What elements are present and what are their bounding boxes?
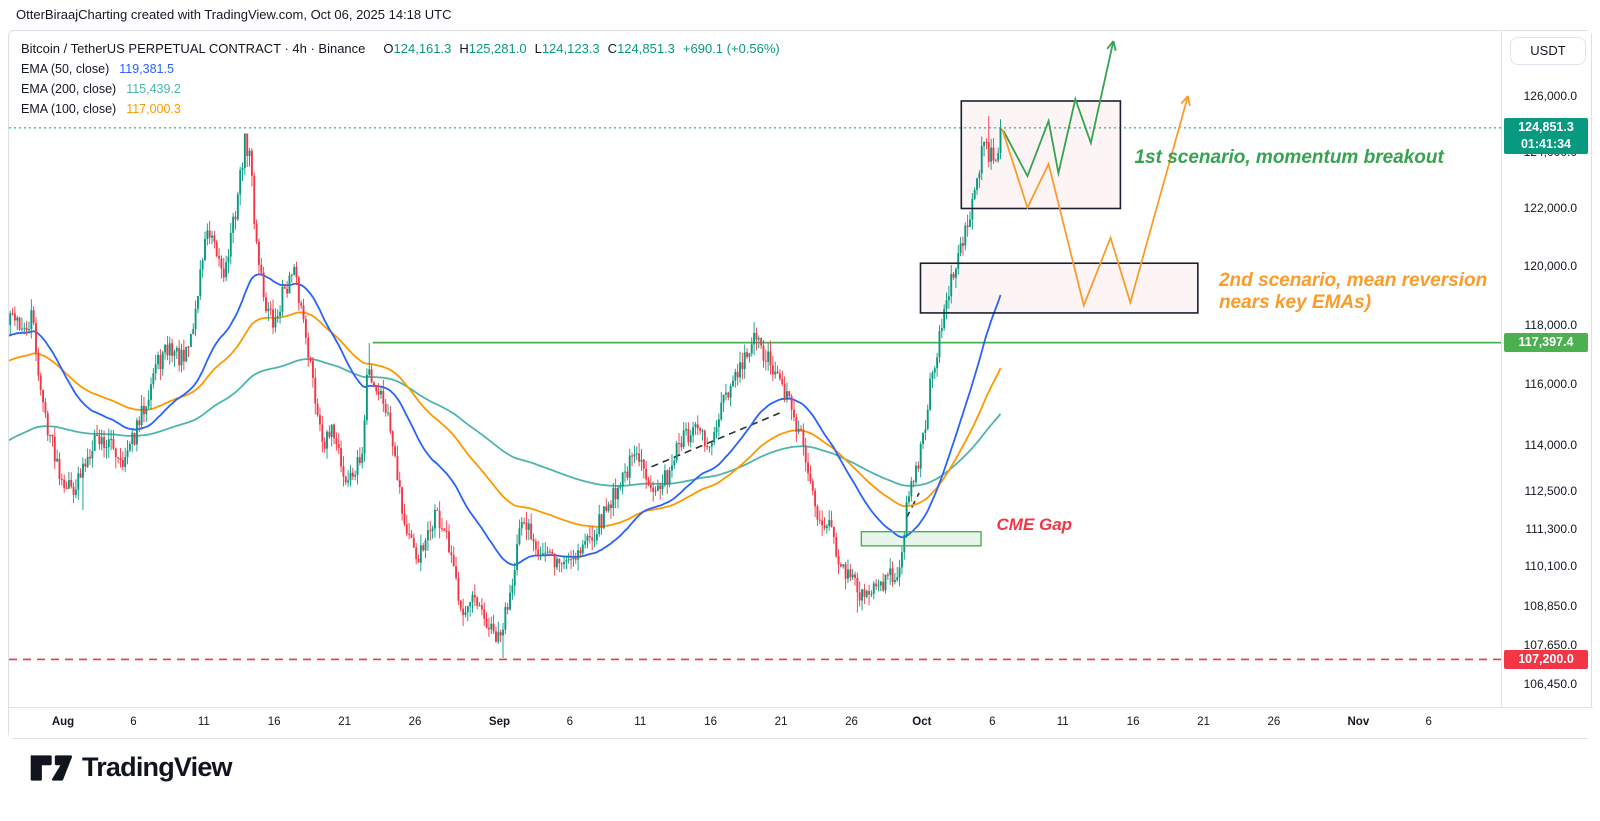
price-tick-label: 111,300.0 — [1525, 521, 1577, 536]
time-tick-label: 16 — [1126, 716, 1140, 728]
price-tick-label: 108,850.0 — [1523, 599, 1577, 614]
chart-card: Bitcoin / TetherUS PERPETUAL CONTRACT · … — [8, 30, 1593, 739]
chart-annotation[interactable]: CME Gap — [996, 515, 1073, 535]
price-chart-canvas[interactable] — [9, 31, 1501, 707]
low-level-badge: 107,200.0 — [1504, 649, 1588, 669]
chart-legend: Bitcoin / TetherUS PERPETUAL CONTRACT · … — [21, 39, 780, 119]
time-tick-label: Nov — [1347, 716, 1370, 728]
time-tick-label: Oct — [912, 716, 932, 728]
time-tick-label: 26 — [845, 716, 858, 728]
tradingview-wordmark: TradingView — [82, 752, 233, 782]
time-tick-label: 6 — [989, 716, 996, 728]
time-tick-label: 21 — [774, 716, 788, 728]
price-tick-label: 116,000.0 — [1524, 377, 1578, 392]
currency-button[interactable]: USDT — [1510, 37, 1586, 65]
price-scale[interactable]: USDT 126,000.0124,000.0122,000.0120,000.… — [1501, 31, 1591, 707]
change-value: +690.1 (+0.56%) — [682, 41, 780, 56]
price-tick-label: 122,000.0 — [1523, 201, 1577, 216]
price-tick-label: 112,500.0 — [1524, 484, 1578, 499]
symbol-title: Bitcoin / TetherUS PERPETUAL CONTRACT · … — [21, 41, 366, 56]
price-tick-label: 120,000.0 — [1523, 259, 1577, 274]
time-scale[interactable]: Aug 6 11 16 21 26 Sep 6 11 16 21 26 Oct 6 11 16 21 26 Nov 6 — [9, 707, 1593, 738]
time-tick-label: 16 — [704, 716, 718, 728]
time-tick-label: Sep — [488, 716, 511, 728]
indicator-row-ema50: EMA (50, close) 119,381.5 — [21, 62, 174, 76]
time-tick-label: 26 — [408, 716, 422, 728]
brand-footer: TradingView — [30, 752, 233, 783]
attribution-text: OtterBiraajCharting created with Trading… — [16, 7, 452, 22]
time-tick-label: 16 — [267, 716, 281, 728]
tradingview-logo-icon — [30, 754, 72, 781]
price-tick-label: 110,100.0 — [1524, 559, 1578, 574]
price-tick-label: 107,650.0 — [1523, 637, 1577, 652]
price-tick-label: 106,450.0 — [1523, 676, 1577, 691]
time-tick-label: Aug — [51, 716, 75, 728]
time-tick-label: 11 — [634, 716, 647, 728]
ohlc-values: O124,161.3 H125,281.0 L124,123.3 C124,851.3… — [383, 41, 780, 56]
time-tick-label: 6 — [130, 716, 137, 728]
time-tick-label: 26 — [1267, 716, 1281, 728]
time-tick-label: 21 — [338, 716, 351, 728]
current-price-badge: 124,851.3 01:41:34 — [1504, 117, 1588, 154]
chart-annotation[interactable]: 1st scenario, momentum breakout — [1134, 147, 1444, 169]
price-ticks: 126,000.0124,000.0122,000.0120,000.0118,… — [1502, 31, 1591, 707]
time-tick-label: 11 — [1056, 716, 1069, 728]
chart-pane[interactable]: Bitcoin / TetherUS PERPETUAL CONTRACT · … — [9, 31, 1501, 707]
time-tick-label: 6 — [1425, 716, 1432, 728]
time-tick-label: 21 — [1197, 716, 1210, 728]
time-tick-label: 11 — [197, 716, 210, 728]
price-tick-label: 118,000.0 — [1524, 317, 1578, 332]
indicator-row-ema200: EMA (200, close) 115,439.2 — [21, 82, 181, 96]
support-level-badge: 117,397.4 — [1504, 333, 1588, 353]
price-tick-label: 114,000.0 — [1524, 437, 1578, 452]
indicator-row-ema100: EMA (100, close) 117,000.3 — [21, 102, 181, 116]
chart-annotation[interactable]: 2nd scenario, mean reversion nears key EM… — [1218, 269, 1488, 314]
price-tick-label: 126,000.0 — [1523, 89, 1577, 103]
time-tick-label: 6 — [566, 716, 574, 728]
